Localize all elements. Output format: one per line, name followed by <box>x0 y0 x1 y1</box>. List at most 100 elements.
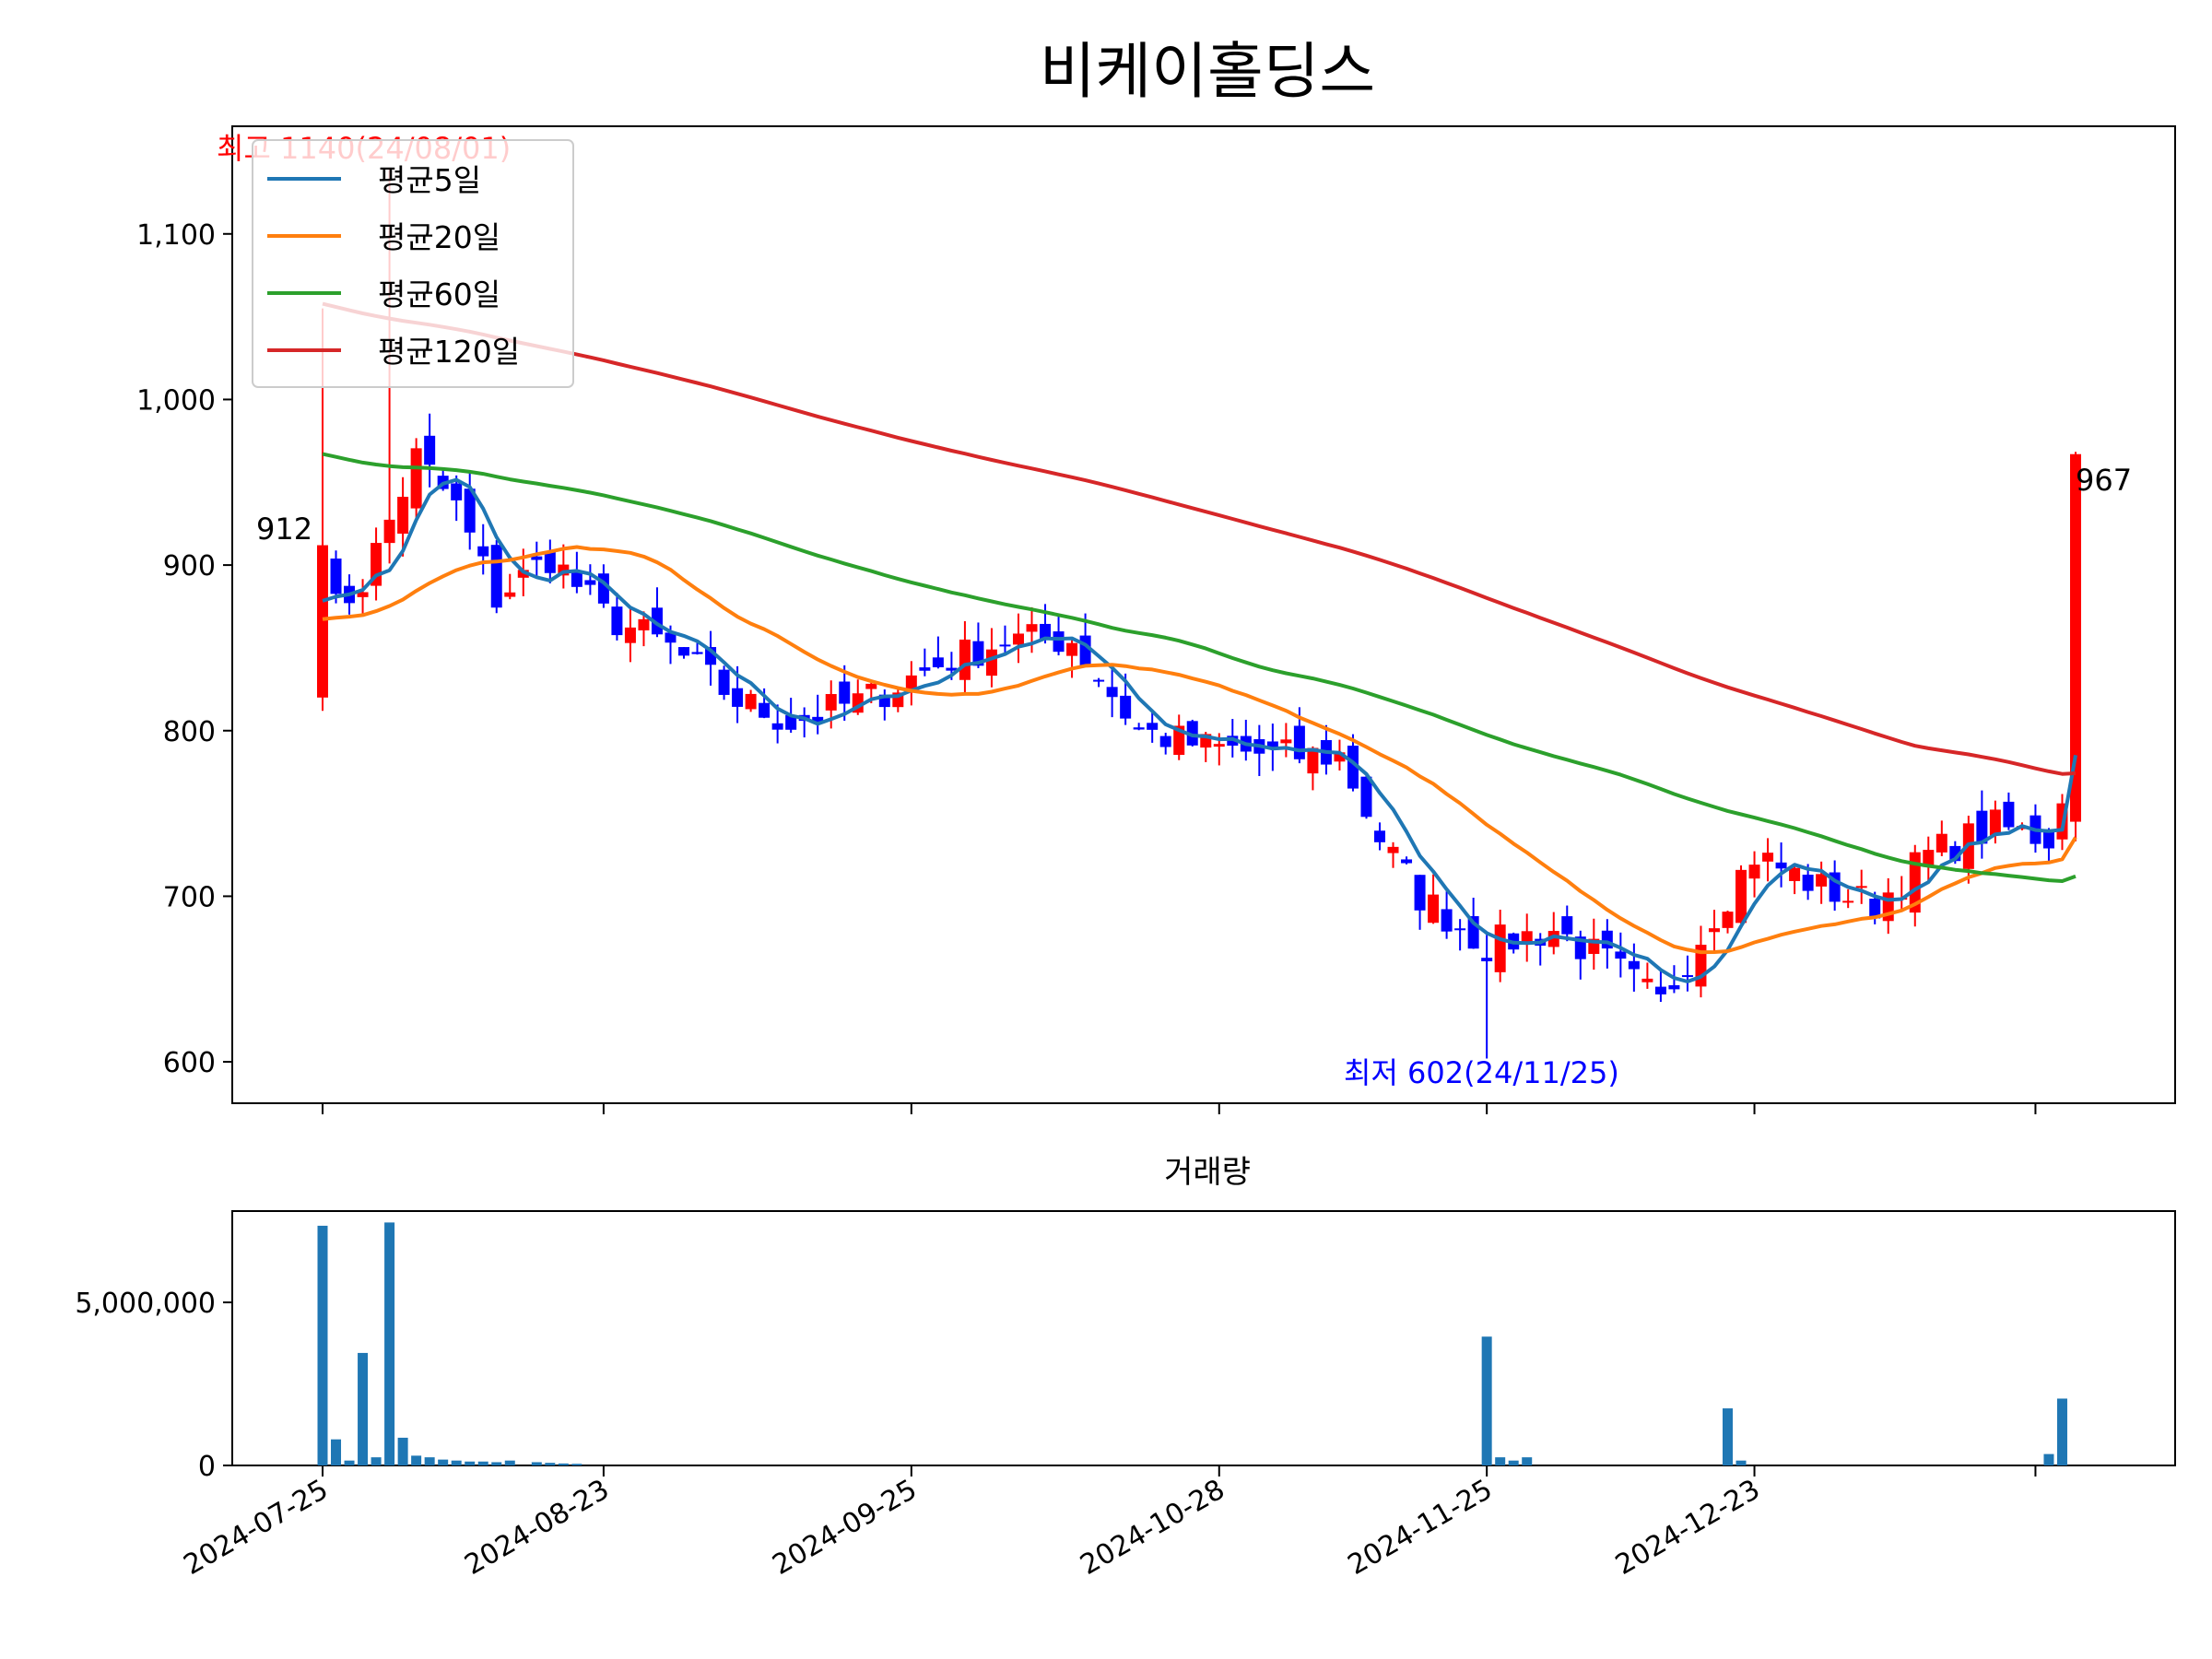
candle-body <box>1026 624 1038 632</box>
candle-body <box>638 618 650 630</box>
candle-body <box>464 488 476 533</box>
candle-body <box>624 627 636 643</box>
candle-body <box>383 519 395 544</box>
candle-body <box>718 669 730 695</box>
volume-bar <box>1735 1460 1747 1465</box>
candle-body <box>985 649 997 677</box>
volume-bar <box>344 1460 355 1465</box>
volume-panel: 거래량 0 5,000,000 2024-07-25 2024-08-23 2024-… <box>75 1154 2176 1582</box>
candle-body <box>1615 951 1627 959</box>
x-tick-label: 2024-09-25 <box>767 1474 922 1582</box>
candle-body <box>1989 809 2001 836</box>
candle-body <box>1213 744 1225 747</box>
candle-body <box>1401 859 1413 864</box>
candle-body <box>732 688 744 707</box>
volume-bar <box>491 1462 502 1465</box>
candle-body <box>785 714 797 730</box>
volume-bar <box>531 1462 542 1465</box>
x-tick-label: 2024-11-25 <box>1343 1474 1498 1582</box>
low-annotation: 최저 602(24/11/25) <box>1344 1055 1619 1090</box>
candle-body <box>959 639 971 680</box>
legend-label-ma60: 평균60일 <box>378 276 500 312</box>
price-y-tick-label: 600 <box>163 1047 216 1079</box>
candle-body <box>1307 747 1319 774</box>
volume-bar <box>397 1437 408 1465</box>
candle-body <box>1454 928 1466 931</box>
candle-body <box>771 723 783 730</box>
candle-body <box>1066 642 1078 656</box>
candle-body <box>1668 984 1680 990</box>
candle-body <box>1053 631 1065 653</box>
candle-body <box>517 570 529 578</box>
candle-body <box>1936 833 1947 853</box>
first-close-annotation: 912 <box>256 512 312 547</box>
candle-body <box>1789 867 1801 881</box>
candle-body <box>1347 746 1359 789</box>
candle-body <box>1641 978 1653 982</box>
price-y-tick-label: 700 <box>163 881 216 913</box>
volume-bar <box>424 1457 435 1465</box>
candle-body <box>490 545 502 608</box>
volume-bar <box>2056 1398 2067 1465</box>
candle-body <box>999 644 1011 647</box>
volume-bar <box>371 1457 382 1465</box>
volume-bar <box>558 1463 569 1465</box>
volume-bar <box>331 1439 342 1465</box>
volume-y-axis: 0 5,000,000 <box>75 1288 232 1483</box>
candle-body <box>451 483 463 500</box>
ma120-line <box>322 301 2077 776</box>
x-tick-label: 2024-08-23 <box>459 1474 614 1582</box>
legend-box <box>252 139 574 388</box>
candle-body <box>905 675 917 691</box>
candle-body <box>1481 958 1493 962</box>
candle-body <box>317 545 328 698</box>
volume-bar <box>438 1459 449 1465</box>
ma60-line <box>322 452 2077 883</box>
candle-body <box>1816 874 1828 887</box>
candle-body <box>504 592 516 597</box>
candle-body <box>1159 735 1171 747</box>
volume-bar <box>1495 1457 1506 1465</box>
candle-body <box>1842 900 1854 903</box>
volume-bar <box>1723 1408 1734 1465</box>
candle-body <box>745 693 757 710</box>
price-y-tick-label: 1,100 <box>136 219 216 252</box>
candle-body <box>1147 723 1159 730</box>
candle-body <box>1748 865 1760 879</box>
chart-title: 비케이홀딩스 <box>1040 36 1375 107</box>
candle-body <box>759 702 771 718</box>
volume-bar <box>571 1464 582 1465</box>
legend-label-ma120: 평균120일 <box>378 334 520 370</box>
legend-label-ma5: 평균5일 <box>378 162 481 198</box>
candle-body <box>1976 810 1988 844</box>
volume-bar <box>1481 1336 1492 1465</box>
volume-y-tick-label: 5,000,000 <box>75 1288 216 1320</box>
candle-body <box>665 632 677 643</box>
candle-body <box>1093 679 1105 682</box>
volume-title: 거래량 <box>1164 1154 1251 1191</box>
candle-body <box>1360 776 1372 818</box>
candle-body <box>571 571 582 587</box>
volume-bars <box>317 1222 2067 1465</box>
candle-body <box>1722 912 1734 928</box>
volume-bar <box>477 1461 488 1465</box>
candle-body <box>584 580 596 585</box>
price-y-tick-label: 800 <box>163 716 216 748</box>
candle-body <box>357 592 369 597</box>
candle-body <box>1561 916 1573 935</box>
price-x-axis <box>322 1103 2037 1114</box>
candle-body <box>1106 687 1118 698</box>
candle-body <box>1521 931 1533 945</box>
candle-body <box>1441 909 1453 932</box>
volume-x-axis: 2024-07-25 2024-08-23 2024-09-25 2024-10-28… <box>179 1465 2037 1582</box>
price-y-axis: 600 700 800 900 1,000 1,100 <box>136 219 232 1079</box>
x-tick-label: 2024-07-25 <box>179 1474 334 1582</box>
candle-body <box>919 667 931 671</box>
candle-body <box>1012 633 1024 645</box>
volume-bar <box>465 1461 476 1465</box>
candle-body <box>932 657 944 668</box>
volume-y-tick-label: 0 <box>198 1451 216 1483</box>
candle-body <box>946 667 958 671</box>
